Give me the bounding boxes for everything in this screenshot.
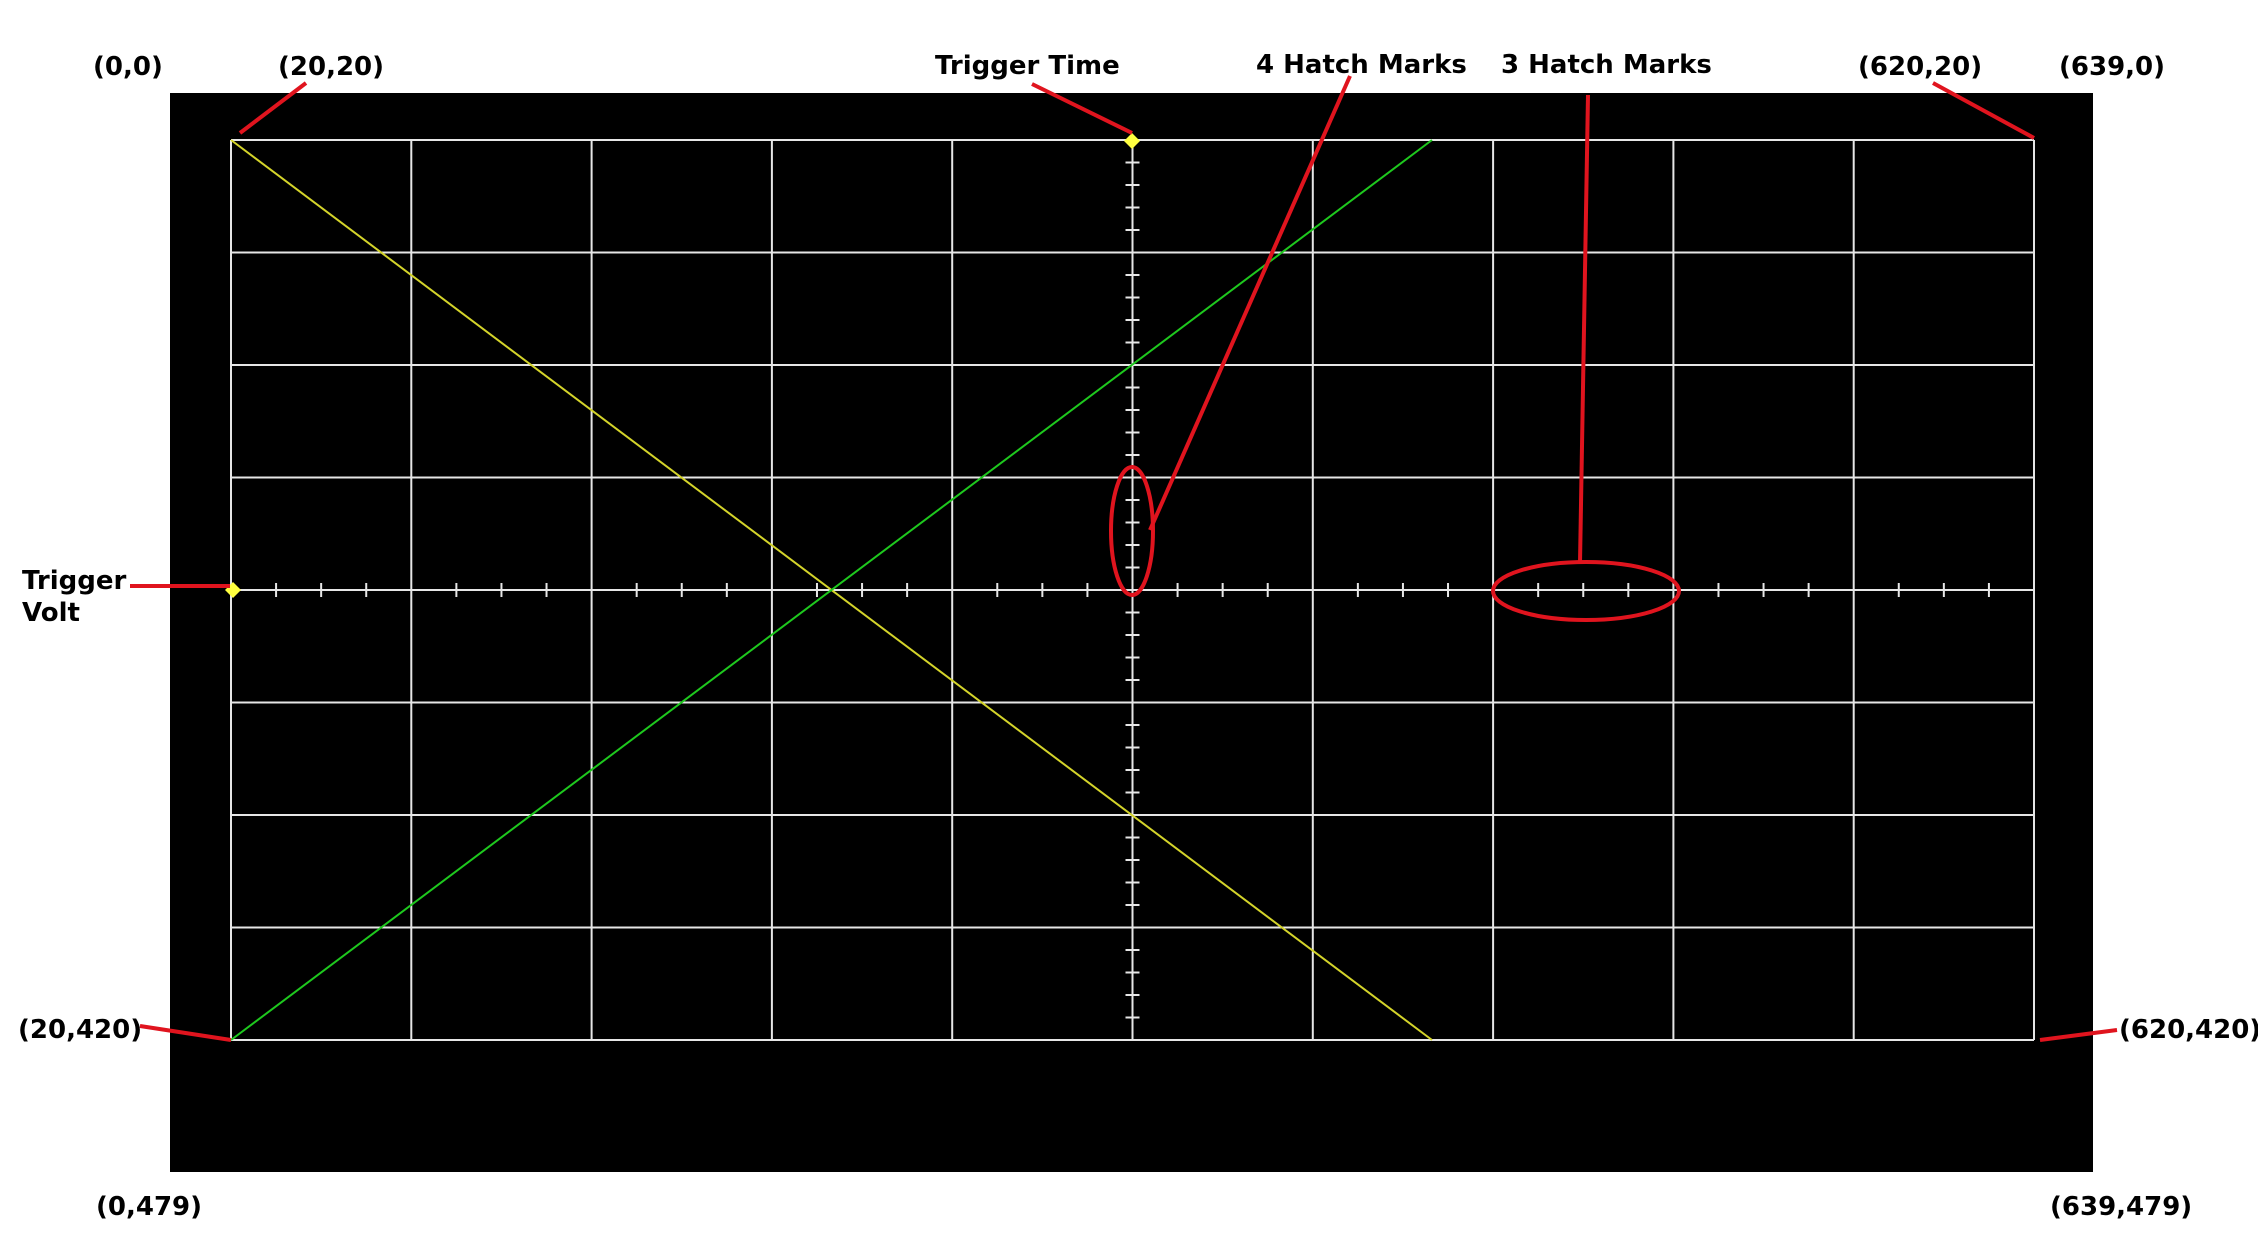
highlight-4-hatch — [1109, 465, 1155, 597]
annotations — [130, 75, 2118, 1042]
leader-4-hatch — [1148, 75, 1352, 531]
label-bottom-right-grid: (620,420) — [2119, 1015, 2258, 1045]
leader-top-right — [1932, 81, 2035, 140]
leader-trigger-time — [1031, 82, 1133, 135]
label-trigger-volt-line1: Trigger — [22, 566, 126, 596]
label-bottom-left-grid: (20,420) — [18, 1015, 142, 1045]
leader-3-hatch — [1578, 94, 1590, 564]
label-top-right-screen: (639,0) — [2059, 52, 2165, 82]
label-bottom-right-screen: (639,479) — [2050, 1192, 2192, 1222]
label-3-hatch-marks: 3 Hatch Marks — [1501, 50, 1712, 80]
label-4-hatch-marks: 4 Hatch Marks — [1256, 50, 1467, 80]
axis-hatch-marks — [275, 161, 1990, 1019]
label-trigger-time: Trigger Time — [935, 51, 1120, 81]
label-top-right-grid: (620,20) — [1858, 52, 1982, 82]
trigger-time-marker — [1124, 133, 1140, 149]
label-trigger-volt-line2: Volt — [22, 598, 80, 628]
leader-bottom-right — [2039, 1028, 2118, 1042]
label-bottom-left-screen: (0,479) — [96, 1192, 202, 1222]
highlight-3-hatch — [1491, 560, 1681, 622]
label-origin: (0,0) — [93, 52, 163, 82]
leader-top-left — [238, 81, 308, 135]
label-top-left-grid: (20,20) — [278, 52, 384, 82]
trace-green — [230, 139, 1433, 1041]
leader-bottom-left — [139, 1024, 232, 1042]
